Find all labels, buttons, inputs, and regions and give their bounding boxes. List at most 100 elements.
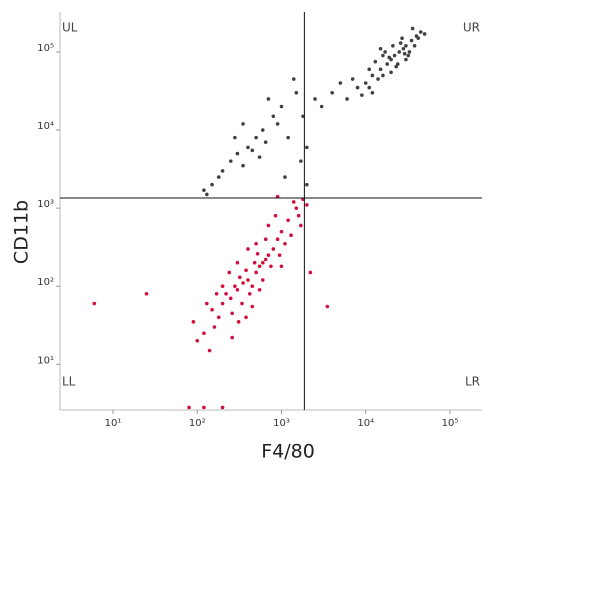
point [202,188,206,192]
point [286,135,290,140]
point [370,73,375,78]
point [212,325,217,329]
point [296,213,301,218]
point [383,50,387,54]
point [404,43,408,48]
point [230,311,234,316]
point [370,91,375,95]
point [412,43,417,48]
point [233,135,237,140]
point [273,213,278,218]
point [279,104,284,109]
point [246,247,250,251]
point [279,229,284,234]
point [237,275,242,280]
point [241,122,245,126]
point [373,59,378,64]
point [308,270,313,275]
point [367,85,372,90]
point [195,339,200,343]
point [404,57,408,62]
point [260,278,265,282]
point [406,53,411,58]
x-tick-label: 10⁴ [357,418,374,429]
point [394,64,398,69]
point [257,288,262,292]
quadrant-label: UR [463,21,480,35]
point [220,301,225,306]
point [260,128,265,132]
point [255,252,260,256]
point [233,284,237,289]
point [319,104,324,109]
point [283,241,287,246]
point [220,169,225,173]
point [283,175,287,179]
y-tick-label: 10¹ [37,355,54,366]
point [235,260,240,265]
point [269,264,273,269]
point [230,335,234,340]
point [205,301,209,306]
point [236,320,241,324]
point [214,291,219,296]
point [260,260,265,265]
point [228,296,233,301]
quadrant-label: LL [62,375,76,389]
x-tick-label: 10⁵ [442,418,459,429]
x-tick-label: 10¹ [105,418,122,429]
point [266,253,271,257]
x-tick-label: 10³ [273,418,290,429]
point [250,284,255,289]
point [416,36,421,41]
point [291,77,296,81]
point [205,192,209,197]
y-tick-label: 10² [37,277,54,288]
y-tick-label: 10⁴ [37,121,54,132]
point [392,53,397,58]
point [275,237,280,242]
point [210,182,214,187]
point [391,43,395,48]
point [376,77,380,81]
point [289,233,293,238]
point [271,247,276,251]
point [250,148,255,153]
point [325,304,330,309]
point [422,32,427,36]
point [227,270,232,275]
point [257,264,262,269]
point [397,50,402,54]
point [210,307,214,312]
point [305,203,309,207]
point [338,81,343,85]
point [299,223,303,228]
point [246,145,250,150]
point [202,331,206,336]
point [291,200,296,204]
point [313,97,317,101]
point [263,140,268,144]
point [244,268,248,273]
y-tick-label: 10⁵ [37,43,54,54]
point [254,135,258,140]
point [263,257,268,262]
point [330,91,334,95]
point [220,405,225,410]
quadrant-label: LR [465,375,480,389]
point [216,315,221,320]
point [187,405,191,410]
point [247,291,252,296]
point [378,67,383,72]
point [401,46,406,51]
point [402,51,407,56]
point [241,163,245,168]
point [191,320,196,324]
point [254,270,258,275]
point [257,155,262,159]
point [345,97,349,101]
point [252,260,257,265]
point [410,26,415,31]
